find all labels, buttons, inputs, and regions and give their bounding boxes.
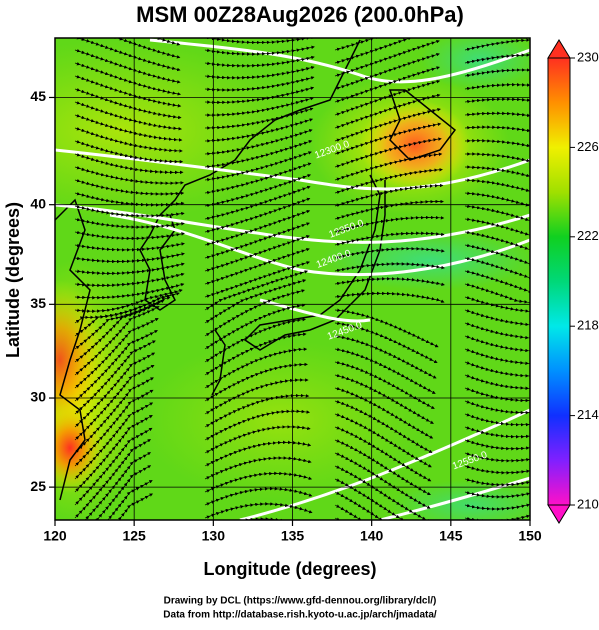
x-tick-label: 125 bbox=[122, 528, 146, 544]
streamline bbox=[334, 504, 431, 520]
streamline bbox=[464, 138, 530, 159]
y-tick-label: 25 bbox=[30, 478, 46, 494]
streamline bbox=[464, 426, 530, 439]
streamline bbox=[465, 8, 573, 24]
colorbar-extend bbox=[547, 39, 571, 59]
streamline bbox=[334, 215, 445, 234]
streamline bbox=[464, 82, 530, 93]
streamline bbox=[334, 277, 445, 286]
colorbar-tick-label: 230 bbox=[577, 49, 599, 64]
y-tick-label: 35 bbox=[30, 295, 46, 311]
streamline bbox=[465, 541, 569, 571]
colorbar-tick-label: 210 bbox=[577, 496, 599, 511]
streamline bbox=[464, 38, 530, 52]
streamline bbox=[464, 178, 530, 206]
streamline bbox=[334, 231, 445, 247]
streamline bbox=[464, 191, 530, 221]
streamline bbox=[204, 471, 313, 493]
streamline bbox=[206, 517, 313, 520]
streamline bbox=[204, 45, 315, 56]
streamline bbox=[464, 204, 530, 236]
x-tick-label: 150 bbox=[518, 528, 542, 544]
streamline bbox=[464, 400, 530, 415]
streamline bbox=[74, 242, 185, 252]
streamline bbox=[334, 246, 445, 260]
streamline bbox=[464, 111, 530, 127]
streamlines bbox=[74, 0, 573, 571]
x-tick-label: 135 bbox=[281, 528, 305, 544]
streamline bbox=[464, 125, 530, 143]
grid bbox=[55, 38, 530, 520]
streamline bbox=[334, 199, 444, 221]
streamline bbox=[464, 53, 530, 65]
streamline bbox=[464, 413, 530, 427]
streamline bbox=[334, 262, 445, 273]
streamline bbox=[74, 230, 185, 241]
colorbar-extend bbox=[547, 504, 571, 524]
colorbar-tick-label: 226 bbox=[577, 139, 599, 154]
x-tick-label: 145 bbox=[439, 528, 463, 544]
colorbar-tick-label: 214 bbox=[577, 407, 599, 422]
x-axis-label: Longitude (degrees) bbox=[203, 559, 376, 579]
x-tick-label: 140 bbox=[360, 528, 384, 544]
streamline bbox=[334, 291, 445, 303]
streamline bbox=[74, 204, 185, 218]
streamline bbox=[206, 38, 315, 45]
colorbar: 210 214 218 222 226 230 bbox=[547, 39, 599, 524]
y-tick-label: 30 bbox=[30, 389, 46, 405]
x-tick-label: 120 bbox=[43, 528, 67, 544]
credit: Drawing by DCL (https://www.gfd-dennou.o… bbox=[164, 596, 437, 607]
streamline bbox=[334, 491, 431, 520]
streamline bbox=[204, 502, 313, 519]
colorbar-tick-label: 222 bbox=[577, 228, 599, 243]
streamline bbox=[204, 456, 312, 480]
streamline bbox=[465, 152, 530, 175]
streamline bbox=[464, 165, 530, 191]
chart-title: MSM 00Z28Aug2026 (200.0hPa) bbox=[136, 2, 464, 27]
streamline bbox=[204, 486, 313, 506]
colorbar-body bbox=[547, 57, 571, 506]
streamline bbox=[74, 217, 185, 229]
x-tick-label: 130 bbox=[202, 528, 226, 544]
streamline bbox=[465, 0, 573, 11]
colorbar-tick-label: 218 bbox=[577, 318, 599, 333]
streamline bbox=[466, 38, 530, 39]
streamline bbox=[464, 97, 530, 110]
streamline bbox=[74, 252, 185, 264]
y-axis-label: Latitude (degrees) bbox=[3, 202, 23, 358]
credit: Data from http://database.rish.kyoto-u.a… bbox=[163, 610, 437, 621]
streamline bbox=[75, 493, 154, 520]
streamline bbox=[204, 55, 315, 68]
streamline bbox=[464, 68, 530, 78]
y-tick-label: 40 bbox=[30, 195, 46, 211]
y-tick-label: 45 bbox=[30, 88, 46, 104]
axes: 120 125 130 135 140 145 150 25 30 35 40 45 bbox=[30, 88, 541, 544]
